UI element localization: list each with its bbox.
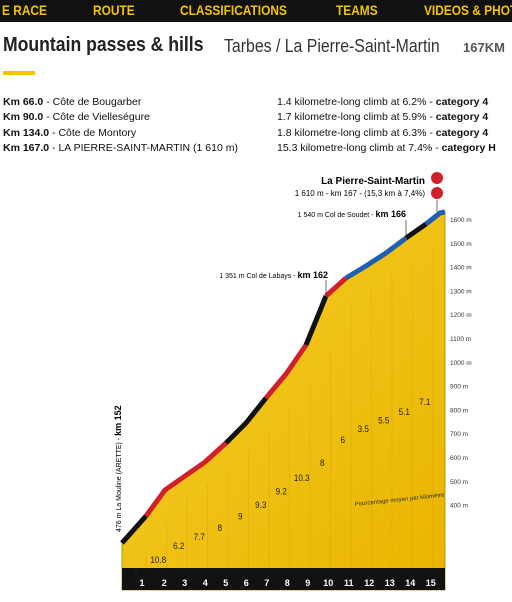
gradient-label: 7.1 bbox=[419, 397, 430, 408]
altitude-label: 600 m bbox=[450, 455, 468, 462]
altitude-label: 700 m bbox=[450, 431, 468, 438]
nav-item[interactable]: CLASSIFICATIONS bbox=[180, 2, 287, 18]
altitude-label: 400 m bbox=[450, 503, 468, 510]
page-title: Mountain passes & hills bbox=[3, 34, 204, 56]
km-number: 9 bbox=[305, 578, 310, 588]
altitude-label: 1200 m bbox=[450, 312, 472, 319]
gradient-label: 6 bbox=[340, 434, 345, 445]
climb-left: Km 66.0 - Côte de Bougarber bbox=[3, 96, 141, 108]
gradient-label: 9.2 bbox=[276, 486, 287, 497]
climb-name: - Côte de Bougarber bbox=[43, 96, 142, 108]
summit-info: 1 610 m - km 167 - (15,3 km à 7,4%) bbox=[295, 189, 426, 198]
nav-item[interactable]: TEAMS bbox=[336, 2, 378, 18]
km-number: 7 bbox=[264, 578, 269, 588]
km-number: 6 bbox=[244, 578, 249, 588]
gradient-label: 10.3 bbox=[294, 473, 310, 484]
km-number: 12 bbox=[364, 578, 374, 588]
altitude-label: 1600 m bbox=[450, 217, 472, 224]
climb-left: Km 90.0 - Côte de Vielleségure bbox=[3, 111, 150, 123]
km-strip bbox=[122, 568, 445, 590]
gradient-label: 3.5 bbox=[358, 424, 369, 435]
km-lines bbox=[145, 246, 434, 568]
altitude-label: 900 m bbox=[450, 384, 468, 391]
gradient-label: 5.5 bbox=[378, 415, 389, 426]
altitude-label: 800 m bbox=[450, 407, 468, 414]
climb-name: - Côte de Vielleségure bbox=[43, 111, 150, 124]
altitude-label: 1100 m bbox=[450, 336, 471, 343]
climb-km: Km 66.0 bbox=[3, 96, 44, 108]
gradient-label: 6.2 bbox=[173, 541, 184, 552]
gradient-label: 8 bbox=[134, 567, 139, 578]
gradient-label: 10.8 bbox=[150, 555, 166, 566]
km-number: 3 bbox=[182, 578, 187, 588]
km-number: 15 bbox=[426, 578, 436, 588]
km-number: 2 bbox=[162, 578, 167, 588]
climb-km: Km 90.0 bbox=[3, 111, 44, 124]
altitude-label: 1400 m bbox=[450, 265, 472, 272]
climb-category: category 4 bbox=[435, 96, 489, 108]
altitude-label: 500 m bbox=[450, 479, 468, 486]
distance: 167KM bbox=[463, 40, 505, 55]
km-number: 13 bbox=[385, 578, 395, 588]
pass-label: 1 540 m Col de Soudet - km 166 bbox=[298, 209, 406, 219]
nav-item[interactable]: VIDEOS & PHOT bbox=[424, 2, 512, 18]
climb-desc: 1.4 kilometre-long climb at 6.2% - bbox=[277, 96, 436, 108]
pass-label: 1 351 m Col de Labays - km 162 bbox=[219, 270, 328, 280]
climb-right: 1.7 kilometre-long climb at 5.9% - categ… bbox=[277, 111, 488, 123]
altitude-label: 1300 m bbox=[450, 288, 472, 295]
climb-km: Km 167.0 bbox=[3, 141, 50, 154]
climb-left: Km 167.0 - LA PIERRE-SAINT-MARTIN (1 610… bbox=[3, 142, 238, 154]
nav-item[interactable]: ROUTE bbox=[93, 2, 135, 18]
km-number: 5 bbox=[223, 578, 228, 588]
terrain bbox=[121, 211, 446, 591]
gradient-label: 9.3 bbox=[255, 500, 266, 511]
km-number: 11 bbox=[344, 578, 354, 588]
climb-category: category H bbox=[441, 141, 496, 154]
climb-right: 1.4 kilometre-long climb at 6.2% - categ… bbox=[277, 96, 488, 108]
climb-left: Km 134.0 - Côte de Montory bbox=[3, 127, 136, 139]
route: Tarbes / La Pierre-Saint-Martin bbox=[224, 36, 440, 56]
altitude-label: 1000 m bbox=[450, 360, 472, 367]
gradient-label: 8 bbox=[217, 522, 222, 533]
gradient-label: 5.1 bbox=[399, 406, 410, 417]
km-number: 8 bbox=[285, 578, 290, 588]
km-number: 10 bbox=[323, 578, 333, 588]
climb-name: - LA PIERRE-SAINT-MARTIN (1 610 m) bbox=[49, 141, 238, 154]
climb-desc: 1.7 kilometre-long climb at 5.9% - bbox=[277, 111, 436, 124]
climb-desc: 1.8 kilometre-long climb at 6.3% - bbox=[277, 126, 436, 139]
climb-km: Km 134.0 bbox=[3, 126, 50, 139]
climb-category: category 4 bbox=[435, 111, 489, 124]
climb-name: - Côte de Montory bbox=[49, 126, 137, 139]
nav-item[interactable]: E RACE bbox=[2, 2, 47, 18]
start-label: 476 m La Mouline (ARETTE) - km 152 bbox=[113, 405, 123, 532]
gradient-label: 9 bbox=[238, 511, 243, 522]
gradient-label: 7.7 bbox=[194, 532, 205, 543]
climb-desc: 15.3 kilometre-long climb at 7.4% - bbox=[277, 141, 442, 154]
altitude-label: 1500 m bbox=[450, 241, 472, 248]
climb-category: category 4 bbox=[435, 126, 489, 139]
climb-right: 15.3 kilometre-long climb at 7.4% - cate… bbox=[277, 142, 496, 154]
profile-line bbox=[120, 209, 446, 545]
accent-bar bbox=[3, 71, 35, 75]
km-number: 1 bbox=[139, 578, 144, 588]
km-number: 14 bbox=[405, 578, 415, 588]
nav-bar: E RACE ROUTE CLASSIFICATIONS TEAMS VIDEO… bbox=[0, 0, 512, 22]
gradient-label: 8 bbox=[320, 458, 325, 469]
climb-right: 1.8 kilometre-long climb at 6.3% - categ… bbox=[277, 127, 488, 139]
km-number: 4 bbox=[203, 578, 208, 588]
summit-name: La Pierre-Saint-Martin bbox=[321, 176, 425, 187]
